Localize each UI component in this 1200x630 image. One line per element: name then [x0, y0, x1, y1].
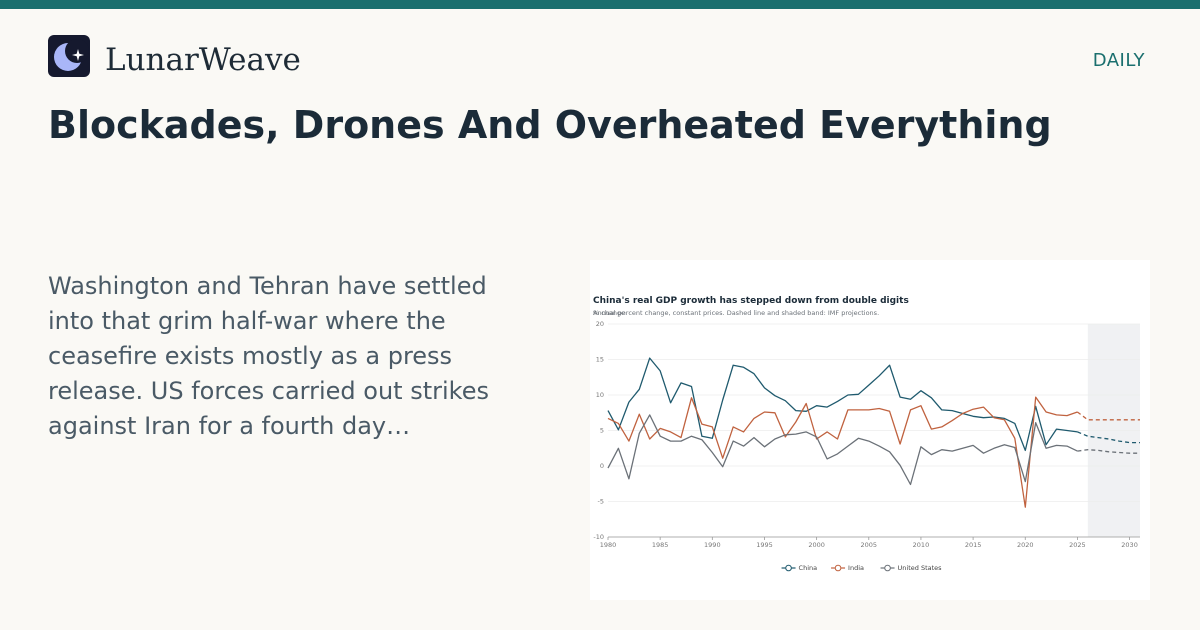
y-tick-label: 0	[600, 462, 604, 470]
legend-marker-united-states	[884, 564, 891, 572]
y-tick-label: -5	[598, 498, 604, 506]
series-line-india	[607, 396, 1078, 508]
y-tick-label: 20	[596, 320, 604, 328]
top-accent-bar	[0, 0, 1200, 9]
legend-label-china: China	[799, 564, 818, 572]
x-tick-label: 2025	[1069, 541, 1086, 549]
x-tick-label: 2010	[913, 541, 930, 549]
x-tick-label: 2015	[965, 541, 982, 549]
series-line-united-states	[607, 414, 1078, 486]
legend-marker-india	[834, 564, 842, 572]
x-tick-label: 1980	[600, 541, 617, 549]
article-summary: Washington and Tehran have settled into …	[48, 272, 489, 440]
legend-label-india: India	[848, 564, 864, 572]
x-tick-label: 2020	[1017, 541, 1034, 549]
projection-line-united-states	[1077, 449, 1140, 454]
x-tick-label: 1985	[652, 541, 669, 549]
legend-label-united-states: United States	[898, 564, 943, 572]
chart-card: China's real GDP growth has stepped down…	[590, 260, 1150, 600]
x-tick-label: 2000	[808, 541, 825, 549]
brand-name[interactable]: LunarWeave	[105, 42, 301, 78]
y-axis-label: % change	[593, 309, 625, 317]
y-tick-label: 10	[596, 391, 604, 399]
x-tick-label: 2005	[861, 541, 878, 549]
y-tick-label: -10	[593, 533, 604, 541]
x-tick-label: 1990	[704, 541, 721, 549]
legend-marker-china	[785, 564, 792, 572]
x-tick-label: 2030	[1121, 541, 1138, 549]
gdp-growth-chart: China's real GDP growth has stepped down…	[593, 296, 1140, 572]
section-label[interactable]: DAILY	[1092, 50, 1145, 71]
moon-star-icon[interactable]	[48, 35, 90, 77]
chart-title: China's real GDP growth has stepped down…	[593, 296, 909, 306]
y-tick-label: 15	[596, 356, 604, 364]
y-tick-label: 5	[600, 427, 604, 435]
x-tick-label: 1995	[756, 541, 773, 549]
chart-subtitle: Annual percent change, constant prices. …	[593, 309, 879, 317]
article-headline[interactable]: Blockades, Drones And Overheated Everyth…	[48, 103, 1052, 147]
series-line-china	[607, 357, 1078, 452]
